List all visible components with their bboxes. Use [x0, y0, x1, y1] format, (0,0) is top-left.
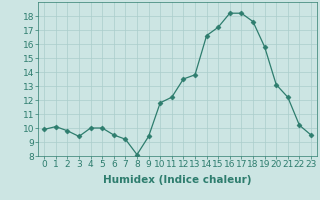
X-axis label: Humidex (Indice chaleur): Humidex (Indice chaleur) — [103, 175, 252, 185]
